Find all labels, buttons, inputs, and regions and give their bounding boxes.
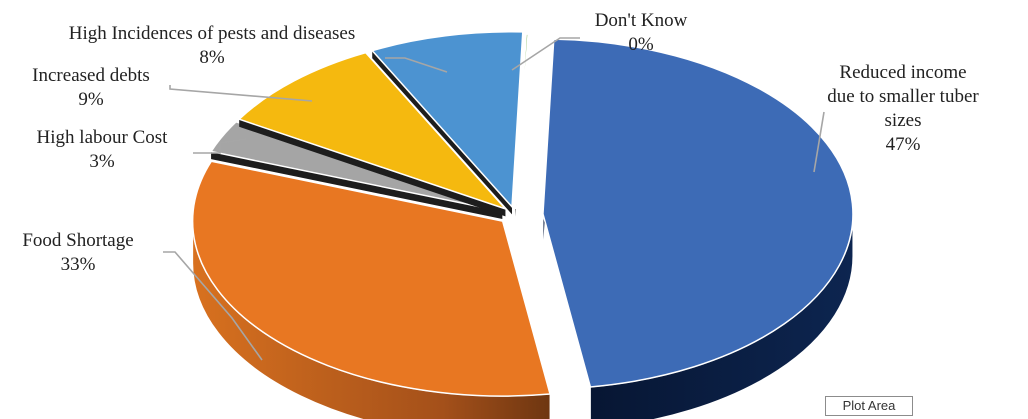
leader-line-increased-debts <box>169 85 313 102</box>
pie-slice-increased-debts <box>237 51 508 217</box>
data-label-pests-diseases: High Incidences of pests and diseases <box>69 23 356 44</box>
pie-slice-dont-know <box>514 33 529 217</box>
data-label-high-labour-cost: High labour Cost <box>37 127 169 148</box>
data-label-value-increased-debts: 9% <box>78 89 104 110</box>
leader-line-food-shortage <box>163 251 263 361</box>
pie-slice-reduced-income <box>542 38 854 419</box>
data-label-value-dont-know: 0% <box>628 34 654 55</box>
data-label-value-food-shortage: 33% <box>61 254 96 275</box>
pie-slice-food-shortage <box>191 160 552 419</box>
data-label-value-reduced-income: 47% <box>886 134 921 155</box>
leader-line-reduced-income <box>813 111 825 173</box>
data-label-increased-debts: Increased debts <box>32 65 150 86</box>
data-label-value-high-labour-cost: 3% <box>89 151 115 172</box>
leader-line-high-labour-cost <box>193 138 247 154</box>
data-label-reduced-income: Reduced income <box>839 62 966 83</box>
data-label-reduced-income: due to smaller tuber <box>827 86 979 107</box>
data-label-dont-know: Don't Know <box>595 10 688 31</box>
leader-line-dont-know <box>511 37 580 71</box>
data-label-value-pests-diseases: 8% <box>199 47 225 68</box>
plot-area-tooltip: Plot Area <box>825 396 913 416</box>
pie-slice-pests-diseases <box>370 31 524 215</box>
data-label-reduced-income: sizes <box>885 110 922 131</box>
data-label-food-shortage: Food Shortage <box>22 230 133 251</box>
leader-line-pests-diseases <box>385 57 448 73</box>
